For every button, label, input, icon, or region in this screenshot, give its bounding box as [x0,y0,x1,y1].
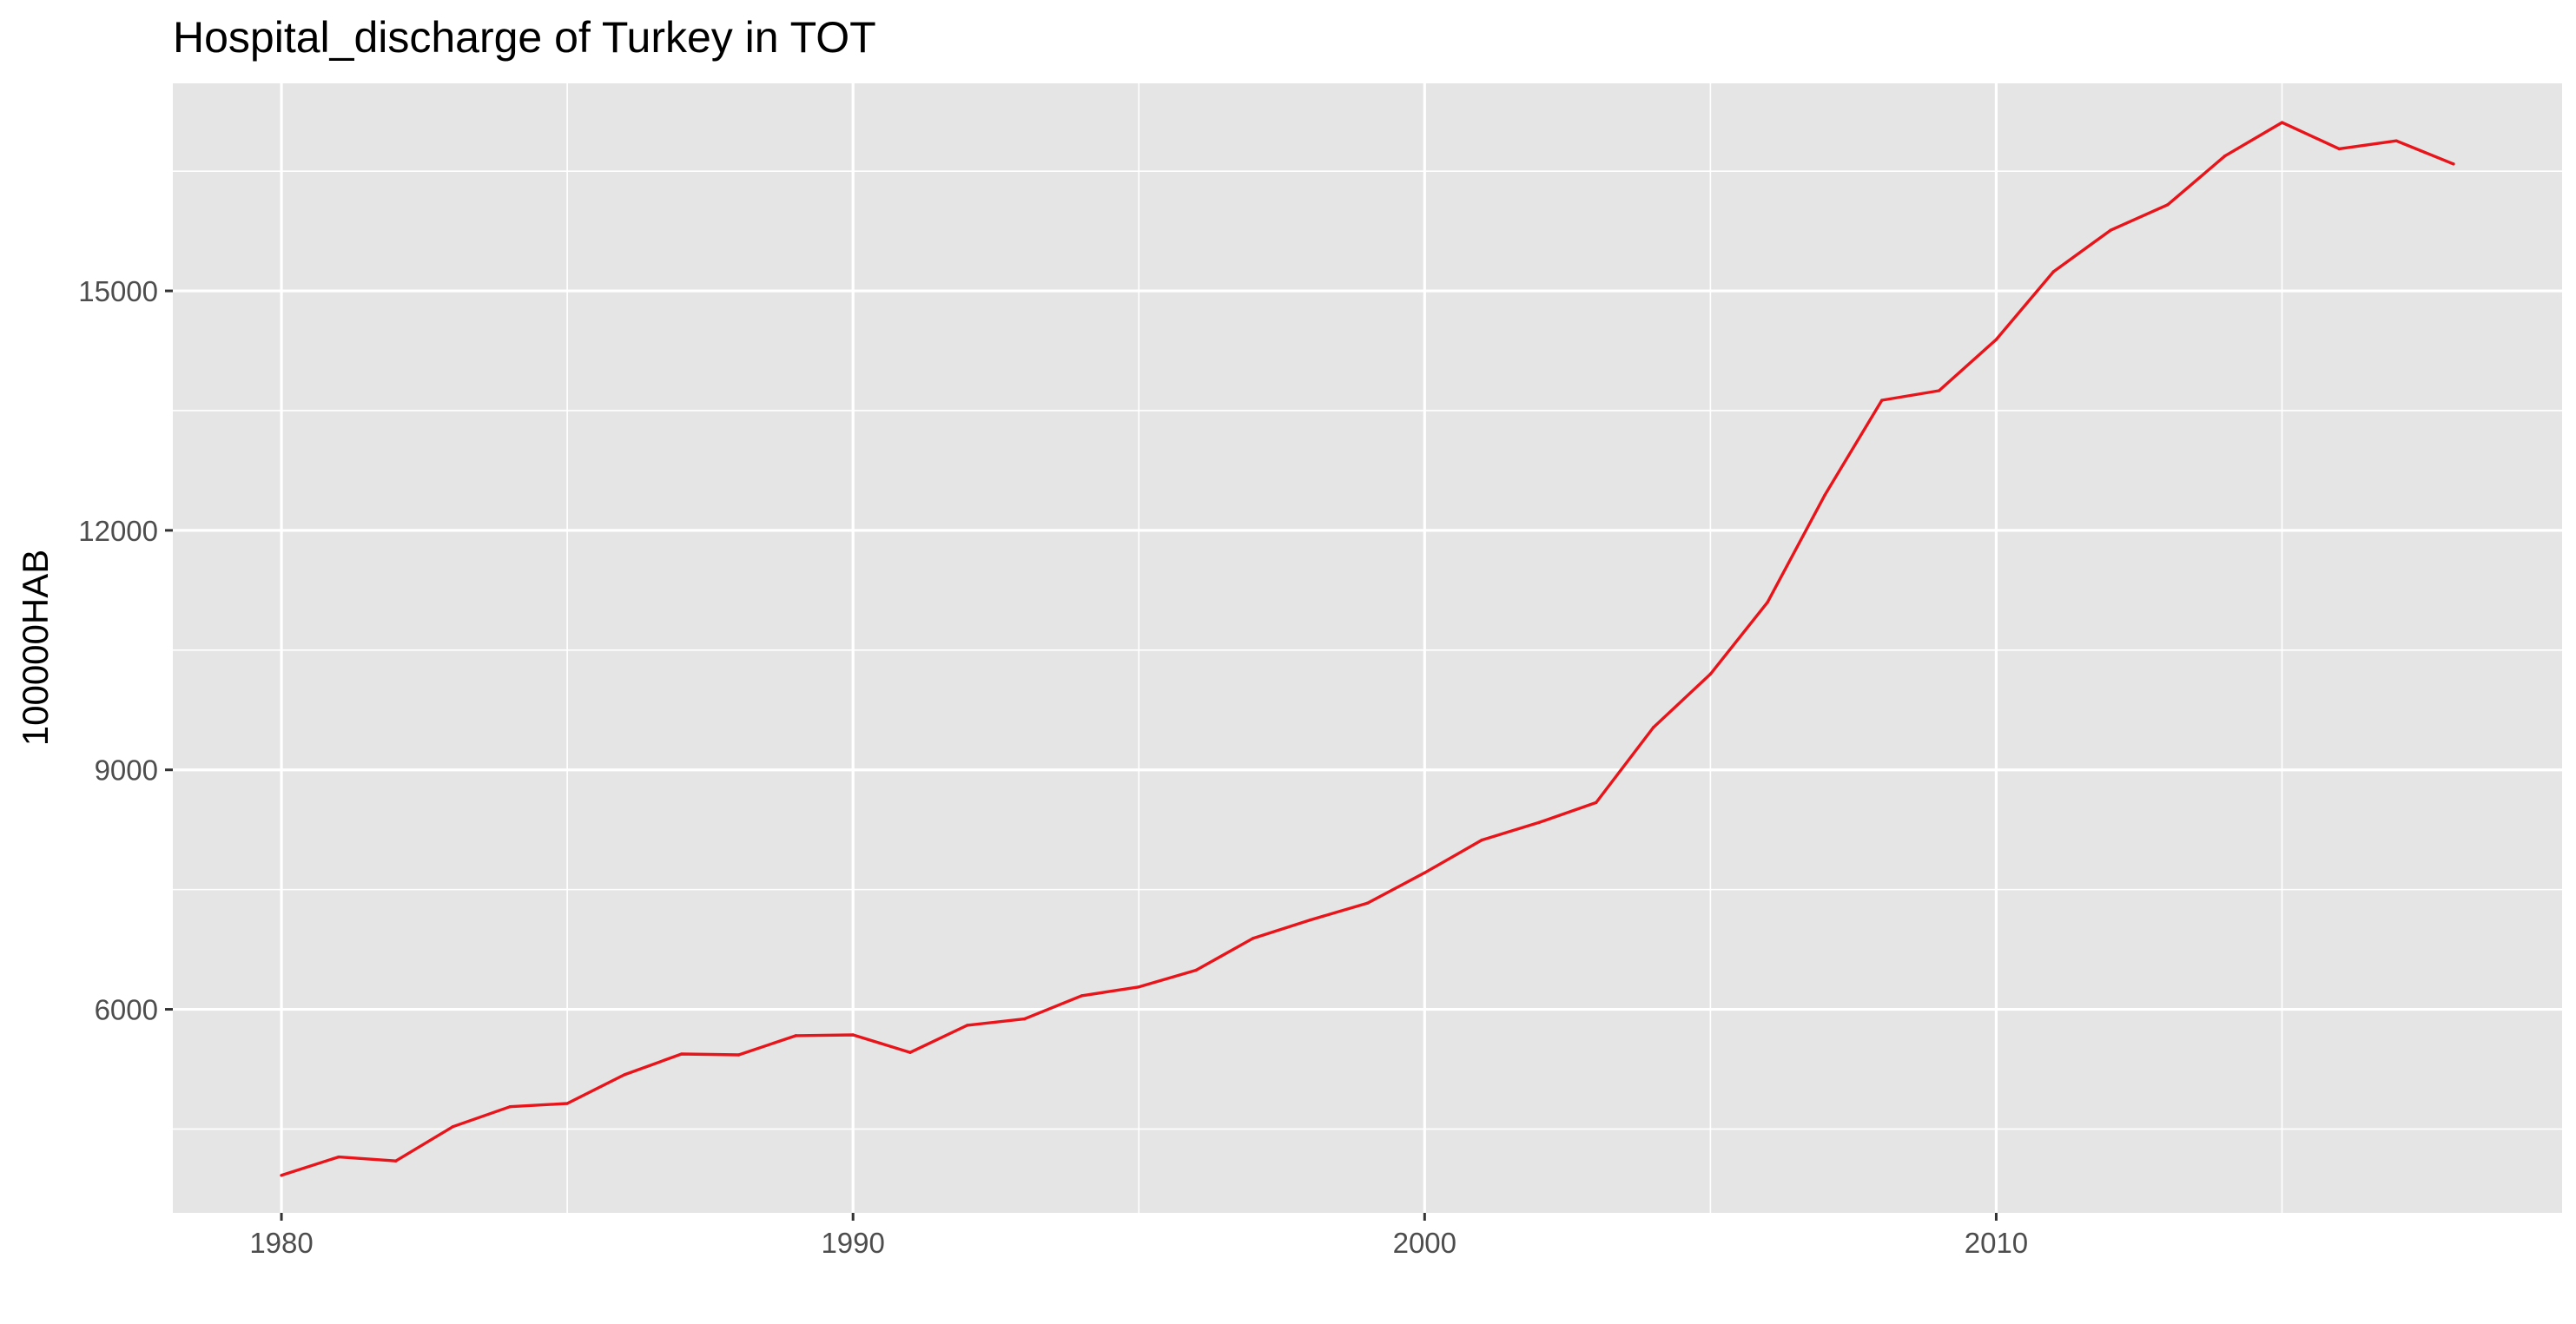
data-point [1480,838,1483,842]
data-point [1022,1017,1027,1021]
data-point [2280,121,2284,124]
data-point [1766,600,1769,604]
data-point [2452,162,2455,166]
x-axis: 1980 1990 2000 2010 [249,1213,2028,1259]
x-tick-label: 1980 [249,1227,313,1259]
data-point [1194,968,1198,972]
data-point [2109,228,2112,232]
data-point [1880,399,1884,402]
data-point [337,1155,340,1159]
data-point [851,1033,855,1037]
x-tick-label: 2010 [1965,1227,2028,1259]
data-point [451,1125,455,1129]
y-tick-label: 12000 [78,515,158,547]
y-axis-title: 100000HAB [15,550,56,747]
data-point [966,1024,969,1027]
data-point [2166,203,2170,207]
data-point [1423,871,1427,875]
y-axis: 6000 9000 12000 15000 [78,275,173,1026]
data-point [508,1105,512,1109]
major-gridlines [173,83,2562,1213]
data-point [2223,154,2227,158]
data-point [1937,389,1941,392]
data-point [1651,726,1655,729]
series-layer [280,121,2455,1177]
data-point [680,1052,684,1056]
data-point [623,1073,626,1077]
data-point [1080,994,1084,998]
data-point [1537,820,1541,825]
data-point [2051,270,2055,273]
data-point [1708,672,1713,676]
y-tick-label: 15000 [78,275,158,307]
data-point [1308,918,1312,922]
x-tick-label: 2000 [1393,1227,1456,1259]
minor-gridlines [173,83,2562,1213]
plot-panel [173,83,2562,1213]
data-point [1137,985,1140,989]
data-point [280,1174,283,1177]
data-point [1252,937,1255,940]
data-point [1365,901,1370,905]
data-point [908,1051,912,1054]
chart-title: Hospital_discharge of Turkey in TOT [173,13,876,62]
y-tick-label: 9000 [95,754,158,787]
y-tick-label: 6000 [95,994,158,1026]
data-point [1595,800,1598,805]
data-point [2337,147,2342,151]
data-point [736,1053,741,1057]
data-point [1823,493,1826,497]
data-point [2394,139,2398,142]
data-point [393,1159,398,1163]
data-point [794,1034,798,1037]
data-point [1994,338,1998,341]
data-point [565,1102,569,1105]
x-tick-label: 1990 [821,1227,884,1259]
